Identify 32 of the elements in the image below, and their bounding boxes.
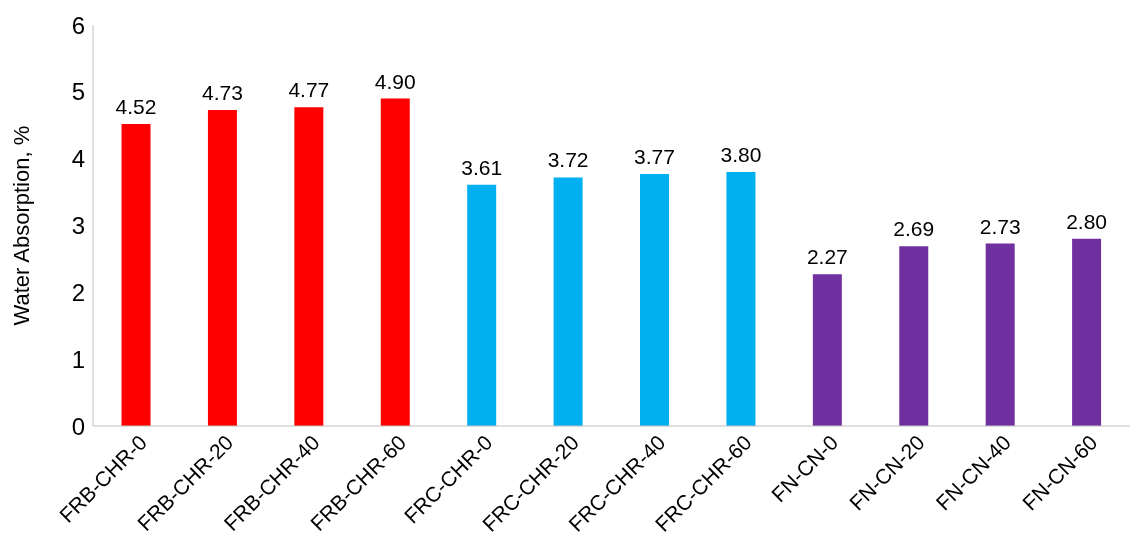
bar <box>467 184 497 426</box>
bar <box>640 174 670 426</box>
data-label: 2.80 <box>1066 209 1108 233</box>
bar <box>726 172 756 426</box>
data-label: 3.61 <box>461 155 503 179</box>
bar <box>380 98 410 426</box>
data-label: 4.73 <box>202 80 243 104</box>
y-tick-label: 0 <box>71 412 85 440</box>
y-tick-label: 2 <box>71 278 85 306</box>
data-label: 4.52 <box>115 94 157 118</box>
bar <box>294 107 324 426</box>
y-tick-label: 4 <box>71 145 85 173</box>
bar <box>985 243 1015 426</box>
data-label: 3.72 <box>547 148 589 172</box>
bar <box>553 177 583 426</box>
data-label: 2.73 <box>979 214 1021 238</box>
data-label: 4.77 <box>288 78 330 102</box>
y-axis-title: Water Absorption, % <box>8 125 34 326</box>
y-tick-label: 3 <box>71 212 85 240</box>
bar <box>121 123 151 426</box>
y-tick-label: 6 <box>71 11 85 39</box>
data-label: 2.69 <box>893 217 935 241</box>
bar <box>207 109 237 426</box>
bar <box>812 274 842 426</box>
bar <box>899 246 929 426</box>
data-label: 2.27 <box>806 245 848 269</box>
y-tick-label: 1 <box>71 345 85 373</box>
bar <box>1072 238 1102 426</box>
data-label: 4.90 <box>374 69 416 93</box>
y-tick-label: 5 <box>71 78 85 106</box>
data-label: 3.77 <box>634 145 675 169</box>
data-label: 3.80 <box>720 143 762 167</box>
